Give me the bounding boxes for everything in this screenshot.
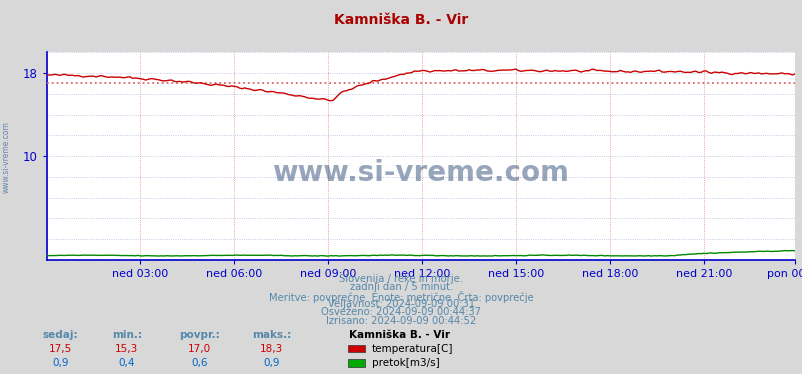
Text: 18,3: 18,3 [260, 344, 282, 354]
Text: 0,9: 0,9 [52, 358, 68, 368]
Text: maks.:: maks.: [252, 330, 290, 340]
Text: www.si-vreme.com: www.si-vreme.com [272, 159, 569, 187]
Text: Kamniška B. - Vir: Kamniška B. - Vir [334, 13, 468, 27]
Text: temperatura[C]: temperatura[C] [371, 344, 452, 353]
Text: Kamniška B. - Vir: Kamniška B. - Vir [349, 330, 450, 340]
Text: 0,6: 0,6 [191, 358, 207, 368]
Text: sedaj:: sedaj: [43, 330, 78, 340]
Text: Veljavnost: 2024-09-09 00:31: Veljavnost: 2024-09-09 00:31 [327, 299, 475, 309]
Text: Izrisano: 2024-09-09 00:44:52: Izrisano: 2024-09-09 00:44:52 [326, 316, 476, 326]
Text: pretok[m3/s]: pretok[m3/s] [371, 358, 439, 368]
Text: Meritve: povprečne  Enote: metrične  Črta: povprečje: Meritve: povprečne Enote: metrične Črta:… [269, 291, 533, 303]
Text: Osveženo: 2024-09-09 00:44:37: Osveženo: 2024-09-09 00:44:37 [321, 307, 481, 318]
Text: Slovenija / reke in morje.: Slovenija / reke in morje. [339, 274, 463, 284]
Text: 17,5: 17,5 [49, 344, 71, 354]
Text: zadnji dan / 5 minut.: zadnji dan / 5 minut. [350, 282, 452, 292]
Text: 15,3: 15,3 [115, 344, 138, 354]
Text: povpr.:: povpr.: [179, 330, 219, 340]
Text: 0,4: 0,4 [119, 358, 135, 368]
Text: 0,9: 0,9 [263, 358, 279, 368]
Text: 17,0: 17,0 [188, 344, 210, 354]
Text: www.si-vreme.com: www.si-vreme.com [2, 121, 11, 193]
Text: min.:: min.: [111, 330, 142, 340]
